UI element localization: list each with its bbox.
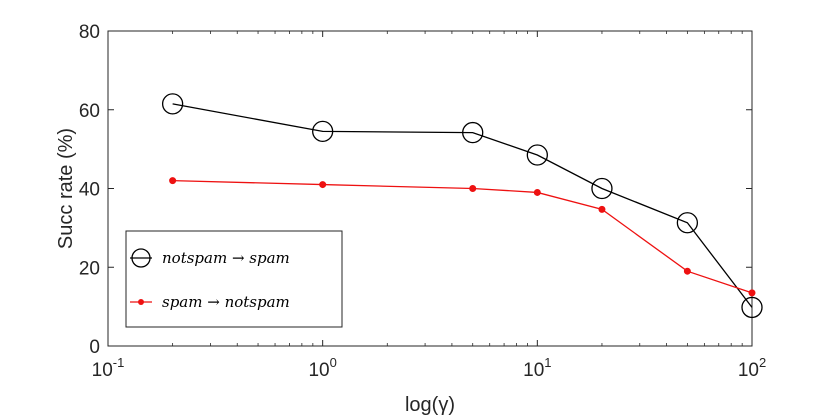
x-tick-label: 100 bbox=[308, 355, 336, 381]
data-point bbox=[741, 296, 763, 319]
legend-box bbox=[125, 230, 343, 328]
y-axis-label: Succ rate (%) bbox=[55, 128, 77, 249]
data-point bbox=[533, 188, 541, 196]
x-tick-label: 101 bbox=[523, 355, 551, 381]
data-point bbox=[462, 121, 484, 144]
legend-item: spam → notspam bbox=[130, 293, 290, 311]
legend-item: notspam → spam bbox=[130, 248, 290, 268]
data-point bbox=[312, 120, 334, 143]
x-tick-base: 10 bbox=[308, 360, 329, 381]
data-point bbox=[319, 181, 327, 189]
y-tick-label: 0 bbox=[89, 337, 100, 358]
y-tick-label: 40 bbox=[79, 180, 100, 201]
data-point bbox=[526, 144, 548, 166]
x-tick-exponent: -1 bbox=[113, 355, 125, 370]
series-layer bbox=[161, 93, 763, 319]
x-tick-base: 10 bbox=[738, 360, 759, 381]
data-point bbox=[676, 212, 699, 234]
x-tick-label: 10-1 bbox=[92, 355, 125, 381]
series-0 bbox=[161, 93, 763, 319]
legend-marker bbox=[131, 248, 151, 268]
data-point bbox=[748, 289, 756, 297]
y-tick-label: 20 bbox=[79, 258, 100, 279]
data-point bbox=[683, 267, 691, 275]
legend-label: notspam → spam bbox=[162, 249, 290, 267]
data-point bbox=[469, 185, 477, 192]
x-tick-exponent: 2 bbox=[759, 355, 766, 370]
data-point bbox=[591, 177, 613, 200]
series-1 bbox=[169, 177, 756, 297]
data-point bbox=[598, 205, 606, 213]
series-line bbox=[172, 103, 753, 308]
y-tick-label: 80 bbox=[79, 22, 100, 43]
x-tick-base: 10 bbox=[523, 360, 544, 381]
x-tick-exponent: 0 bbox=[330, 355, 337, 370]
x-axis-label: log(γ) bbox=[405, 394, 455, 416]
data-point bbox=[161, 93, 184, 115]
x-tick-base: 10 bbox=[92, 360, 113, 381]
legend: notspam → spam spam → notspam bbox=[125, 230, 343, 328]
x-tick-exponent: 1 bbox=[544, 355, 551, 370]
legend-marker bbox=[138, 299, 144, 305]
x-tick-label: 102 bbox=[738, 355, 766, 381]
legend-label: spam → notspam bbox=[162, 293, 290, 311]
data-point bbox=[169, 177, 177, 185]
y-tick-label: 60 bbox=[79, 101, 100, 122]
